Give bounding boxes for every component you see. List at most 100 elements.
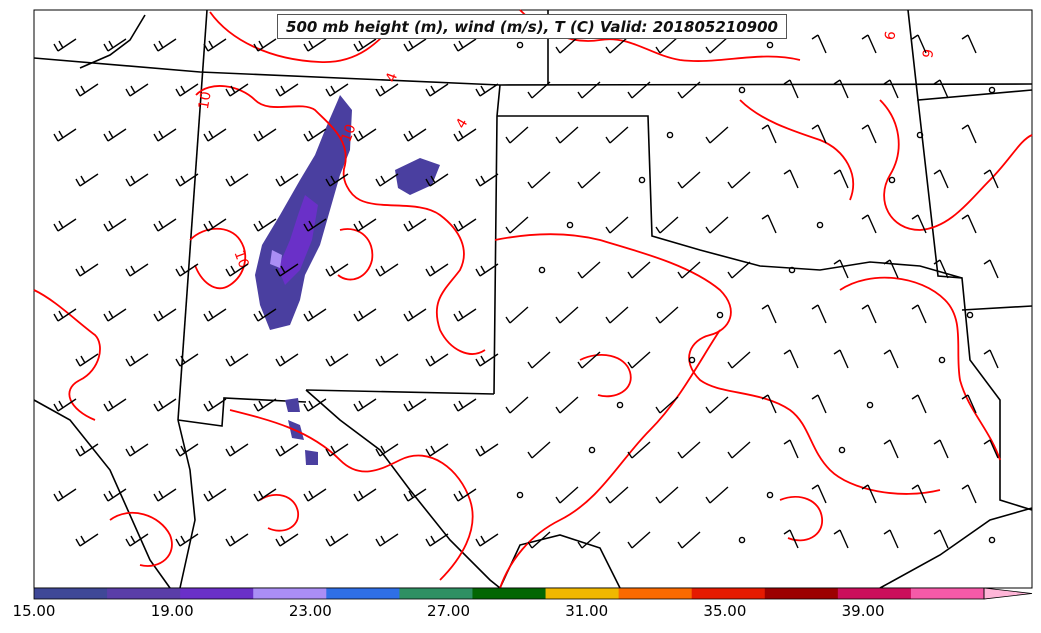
wind-barb: [403, 308, 427, 322]
wind-barb: [883, 79, 899, 99]
colorbar-segment: [326, 588, 400, 599]
contour-line: [494, 233, 941, 495]
calm-wind-circle: [516, 41, 524, 49]
wind-barb: [811, 34, 827, 54]
contour-line: [33, 289, 101, 421]
wind-barb: [577, 261, 601, 279]
wind-barb: [425, 83, 449, 97]
wind-barb: [303, 488, 327, 502]
wind-barb: [933, 79, 949, 99]
wind-barb: [175, 263, 199, 277]
arkansas-border: [961, 305, 1033, 311]
wind-barb: [655, 216, 679, 234]
calm-wind-circle: [566, 221, 574, 229]
wind-barb: [375, 173, 399, 187]
rio-grande: [499, 534, 621, 589]
wind-barb: [983, 439, 999, 459]
gulf-coast: [879, 507, 1033, 589]
wind-barb: [527, 351, 551, 369]
wind-barb: [833, 259, 849, 279]
contour-label: 10: [196, 90, 215, 110]
wind-barb: [983, 349, 999, 369]
wind-barb: [961, 34, 977, 54]
wind-barb: [783, 79, 799, 99]
wind-barb: [253, 308, 277, 322]
wind-barb: [527, 81, 551, 99]
wind-barb: [811, 484, 827, 504]
wind-barb: [453, 128, 477, 142]
wind-barb: [527, 531, 551, 549]
wind-barb: [933, 439, 949, 459]
wind-barb: [727, 261, 751, 279]
wind-barb: [175, 443, 199, 457]
wind-barb: [705, 36, 729, 54]
wind-barb: [153, 398, 177, 412]
contour-line: [259, 494, 299, 532]
colorbar-tick-label: 27.00: [427, 602, 471, 620]
wind-barb: [203, 128, 227, 142]
wind-barb: [475, 173, 499, 187]
wind-barb: [833, 169, 849, 189]
wind-barb: [505, 126, 529, 144]
oklahoma-east-border: [917, 99, 1033, 511]
wind-barb: [203, 488, 227, 502]
calm-wind-circle: [716, 311, 724, 319]
wind-barb: [505, 396, 529, 414]
calm-wind-circle: [538, 266, 546, 274]
wind-barb: [103, 398, 127, 412]
wind-barb: [125, 443, 149, 457]
colorbar-tick-label: 31.00: [565, 602, 609, 620]
wind-barb: [125, 263, 149, 277]
wind-barb: [677, 531, 701, 549]
contour-label: 6: [882, 30, 899, 42]
calm-wind-circle: [838, 446, 846, 454]
wind-barb: [225, 443, 249, 457]
wind-barb: [375, 263, 399, 277]
wind-barb: [375, 533, 399, 547]
contour-line: [195, 85, 486, 355]
wind-barb: [53, 128, 77, 142]
wind-barb: [53, 308, 77, 322]
wind-barb: [103, 488, 127, 502]
wind-barb: [125, 83, 149, 97]
calm-wind-circle: [588, 446, 596, 454]
wind-barb: [505, 216, 529, 234]
wind-barb: [627, 441, 651, 459]
wind-barb: [627, 531, 651, 549]
wind-barb: [125, 173, 149, 187]
wind-barb: [375, 83, 399, 97]
shaded-area-light: [270, 250, 282, 268]
wind-barb: [425, 353, 449, 367]
wind-barb: [911, 304, 927, 324]
wind-barb: [275, 353, 299, 367]
colorbar-outline: [33, 587, 985, 600]
california-border: [177, 419, 196, 589]
contour-line: [109, 511, 173, 567]
calm-wind-circle: [516, 491, 524, 499]
colorbar-segment: [910, 588, 985, 599]
colorbar-tick-label: 23.00: [288, 602, 332, 620]
wind-barb: [605, 216, 629, 234]
wind-barb: [153, 38, 177, 52]
wind-barb: [353, 488, 377, 502]
wind-barb: [527, 441, 551, 459]
wind-barb: [75, 443, 99, 457]
wind-barb: [325, 353, 349, 367]
wind-barb: [253, 398, 277, 412]
wind-barb: [555, 396, 579, 414]
wind-barb: [705, 486, 729, 504]
wind-barb: [353, 38, 377, 52]
wind-barb: [425, 263, 449, 277]
wind-barb: [175, 533, 199, 547]
contour-line: [229, 409, 474, 581]
wind-barb: [761, 214, 777, 234]
wind-barb: [453, 398, 477, 412]
wind-barb: [353, 128, 377, 142]
northwest-coast: [79, 14, 146, 69]
wind-barb: [125, 353, 149, 367]
wind-barb: [883, 349, 899, 369]
wind-barb: [705, 396, 729, 414]
wind-barb: [375, 353, 399, 367]
wind-barb: [861, 304, 877, 324]
